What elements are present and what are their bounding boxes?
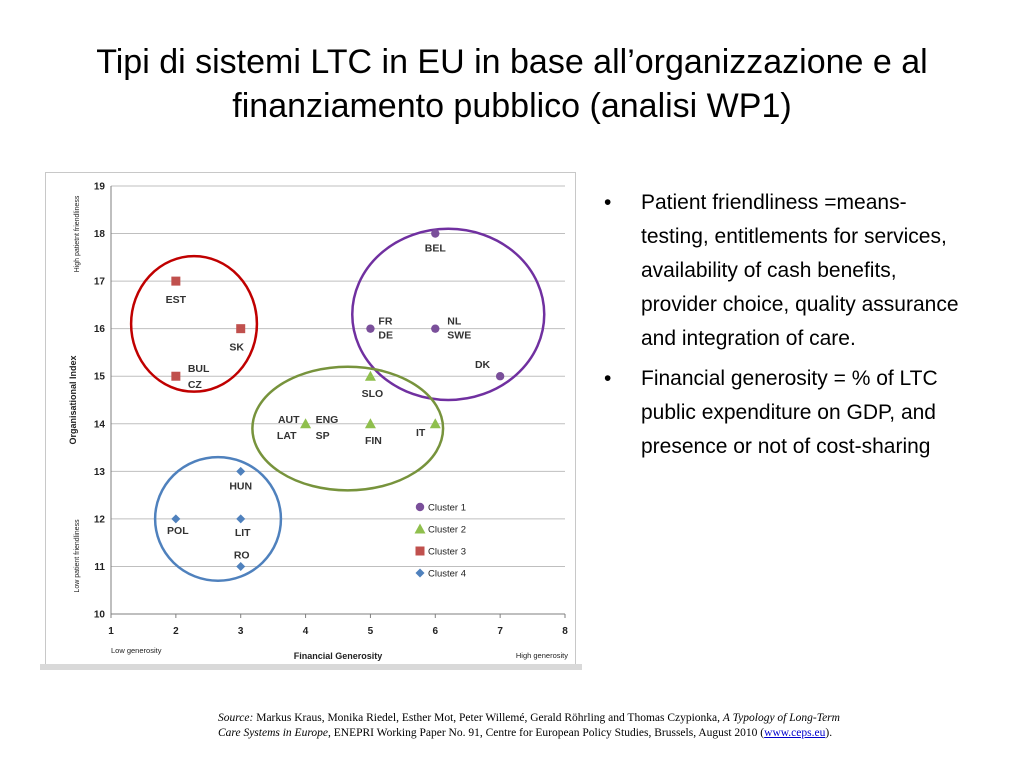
y-tick-label: 15: [94, 372, 106, 383]
point-label-ro: RO: [234, 549, 250, 561]
x-tick-label: 5: [368, 626, 374, 637]
x-low-label: Low generosity: [111, 646, 162, 655]
source-authors: Markus Kraus, Monika Riedel, Esther Mot,…: [253, 712, 723, 724]
point-label-fr: FR: [378, 316, 392, 328]
point-label-bel: BEL: [425, 243, 447, 255]
y-tick-label: 10: [94, 610, 106, 621]
x-tick-label: 6: [433, 626, 439, 637]
point-label-pol: POL: [167, 525, 189, 537]
y-low-label: Low patient friendliness: [74, 519, 81, 593]
point-label-eng: ENG: [316, 414, 339, 426]
point-label-lit: LIT: [235, 527, 251, 539]
data-point-bel: [431, 229, 440, 238]
x-tick-label: 3: [238, 626, 244, 637]
point-label-hun: HUN: [229, 480, 252, 492]
cluster-ellipse: [251, 365, 445, 492]
y-tick-label: 14: [94, 419, 106, 430]
slide-title-line-2: finanziamento pubblico (analisi WP1): [232, 87, 792, 125]
point-label-it: IT: [416, 427, 426, 439]
x-tick-label: 8: [562, 626, 568, 637]
point-label-slo: SLO: [362, 388, 384, 400]
x-axis-label: Financial Generosity: [294, 651, 383, 661]
point-label-dk: DK: [475, 359, 491, 371]
point-label-bul: BUL: [188, 363, 210, 375]
bullet-symbol: •: [604, 191, 612, 214]
data-point-ro: [236, 561, 246, 571]
legend-entry: Cluster 4: [428, 569, 466, 580]
data-point-bul: [171, 371, 181, 381]
data-point-it: [429, 418, 441, 429]
data-point-slo: [364, 370, 376, 381]
bullet-text: Financial generosity = % of LTC public e…: [641, 367, 938, 458]
chart-bottom-strip: [40, 664, 582, 670]
y-tick-label: 11: [94, 562, 105, 573]
bullet-text: Patient friendliness =means-testing, ent…: [641, 191, 959, 350]
cluster-scatter-chart: 10 11 12 13 14 15 16 17 18 19 1 2 3 4 5 6 7 8 Financial Ge…: [40, 168, 582, 670]
x-tick-label: 1: [108, 626, 114, 637]
y-high-label: High patietnt friendliness: [74, 195, 81, 272]
legend-entry: Cluster 2: [428, 525, 466, 536]
data-point-fr: [366, 324, 375, 333]
chart-frame: [45, 172, 576, 665]
source-citation: Source: Markus Kraus, Monika Riedel, Est…: [218, 711, 858, 741]
data-point-aut: [300, 418, 312, 429]
bullet-symbol: •: [604, 367, 612, 390]
bullet-financial-generosity: • Financial generosity = % of LTC public…: [604, 362, 974, 464]
legend-marker: [414, 523, 426, 534]
source-label: Source:: [218, 712, 254, 724]
cluster-ellipse: [351, 227, 546, 402]
data-point-hun: [236, 466, 246, 476]
source-link[interactable]: www.ceps.eu: [764, 727, 826, 739]
y-tick-label: 19: [94, 182, 106, 193]
point-label-sk: SK: [229, 342, 244, 354]
source-details: , ENEPRI Working Paper No. 91, Centre fo…: [327, 727, 765, 739]
bullet-patient-friendliness: • Patient friendliness =means-testing, e…: [604, 186, 974, 356]
cluster-ellipse: [153, 455, 283, 582]
point-label-nl: NL: [447, 316, 462, 328]
data-point-nl: [431, 324, 440, 333]
data-point-est: [171, 276, 181, 286]
point-label-lat: LAT: [277, 430, 297, 442]
point-label-sp: SP: [316, 430, 330, 442]
data-point-dk: [495, 372, 505, 381]
bullet-list: • Patient friendliness =means-testing, e…: [604, 186, 974, 470]
x-tick-label: 7: [497, 626, 503, 637]
x-tick-label: 4: [303, 626, 309, 637]
x-high-label: High generosity: [516, 651, 568, 660]
point-label-de: DE: [378, 330, 393, 342]
data-point-lit: [236, 514, 246, 524]
slide-title-line-1: Tipi di sistemi LTC in EU in base all’or…: [96, 43, 928, 81]
y-tick-label: 17: [94, 277, 106, 288]
data-point-sk: [236, 324, 246, 334]
cluster-ellipse: [129, 254, 259, 393]
y-axis-label: Organisational Index: [68, 355, 78, 444]
point-label-est: EST: [166, 294, 187, 306]
legend-entry: Cluster 3: [428, 547, 466, 558]
legend-entry: Cluster 1: [428, 503, 466, 514]
y-tick-label: 16: [94, 324, 106, 335]
data-point-fin: [364, 418, 376, 429]
point-label-swe: SWE: [447, 330, 471, 342]
point-label-cz: CZ: [188, 379, 203, 391]
point-label-fin: FIN: [365, 435, 382, 447]
point-label-aut: AUT: [278, 414, 300, 426]
data-point-pol: [171, 514, 181, 524]
y-tick-label: 13: [94, 467, 106, 478]
slide-title: Tipi di sistemi LTC in EU in base all’or…: [40, 40, 984, 128]
source-work-title: A Typology of Long-Term Care Systems in …: [218, 712, 840, 739]
y-tick-label: 18: [94, 229, 106, 240]
y-tick-label: 12: [94, 514, 106, 525]
x-tick-label: 2: [173, 626, 179, 637]
legend-marker: [415, 502, 425, 512]
legend-marker: [415, 546, 425, 556]
source-end: ).: [825, 727, 833, 739]
legend-marker: [415, 568, 425, 578]
